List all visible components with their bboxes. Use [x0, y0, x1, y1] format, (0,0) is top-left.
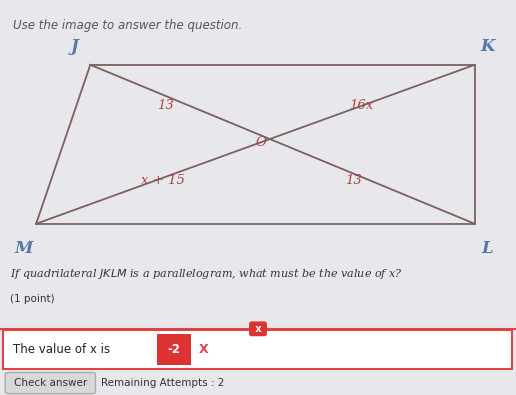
- FancyBboxPatch shape: [157, 334, 191, 365]
- Text: 13: 13: [157, 99, 173, 112]
- Text: J: J: [71, 38, 79, 55]
- Text: Check answer: Check answer: [14, 378, 87, 388]
- Text: -2: -2: [168, 343, 181, 356]
- Text: O: O: [255, 135, 266, 149]
- Text: Remaining Attempts : 2: Remaining Attempts : 2: [101, 378, 224, 388]
- Text: K: K: [480, 38, 495, 55]
- Text: X: X: [199, 343, 208, 356]
- Text: 13: 13: [345, 174, 362, 187]
- Text: M: M: [14, 240, 33, 257]
- Text: If quadrilateral $JKLM$ is a parallelogram, what must be the value of x?: If quadrilateral $JKLM$ is a parallelogr…: [10, 267, 403, 280]
- Text: x: x: [251, 324, 265, 334]
- FancyBboxPatch shape: [5, 372, 95, 394]
- Text: (1 point): (1 point): [10, 294, 55, 305]
- Text: 16x: 16x: [349, 99, 373, 112]
- Text: The value of x is: The value of x is: [13, 343, 110, 356]
- FancyBboxPatch shape: [3, 330, 512, 369]
- Text: x + 15: x + 15: [140, 174, 185, 187]
- Text: Use the image to answer the question.: Use the image to answer the question.: [13, 19, 242, 32]
- Text: L: L: [482, 240, 493, 257]
